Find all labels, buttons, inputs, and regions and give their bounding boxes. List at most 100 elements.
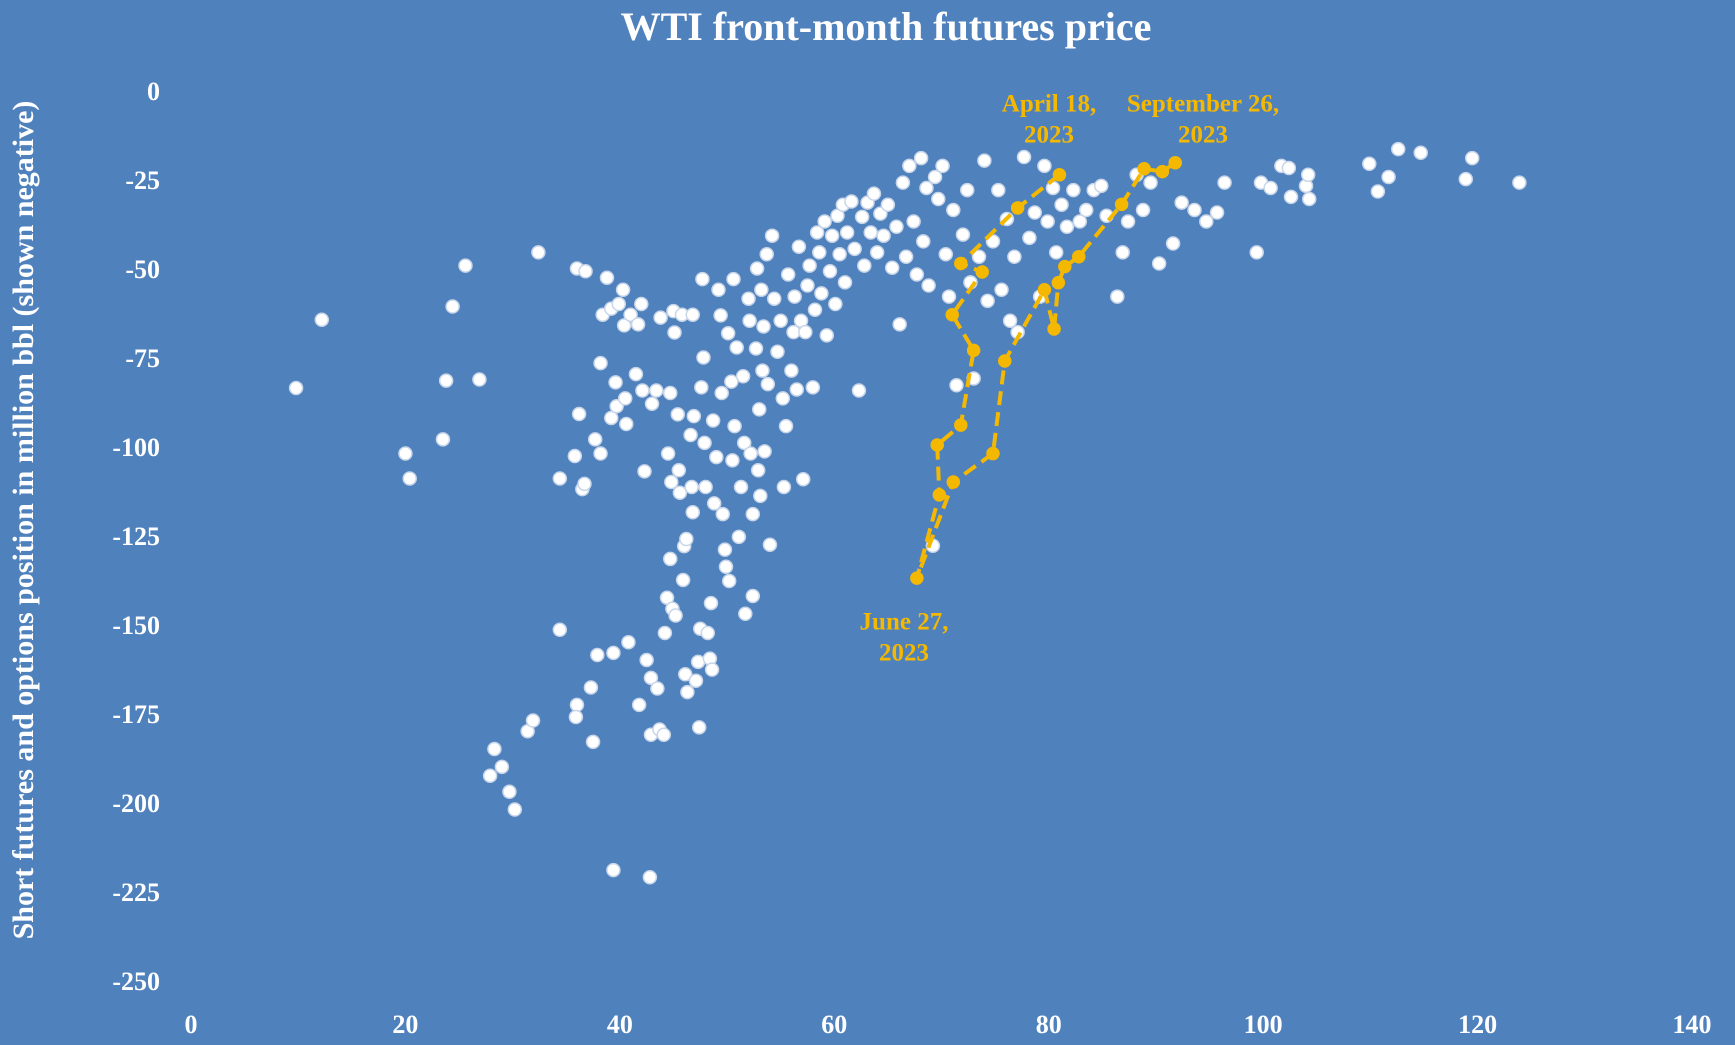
data-point xyxy=(686,408,702,424)
data-point xyxy=(642,869,658,885)
data-point xyxy=(656,727,672,743)
data-point xyxy=(832,246,847,262)
data-point xyxy=(727,418,742,434)
data-point xyxy=(955,227,971,242)
data-point xyxy=(977,153,992,168)
data-point xyxy=(703,595,719,611)
data-point xyxy=(672,485,688,500)
data-point xyxy=(892,317,907,332)
data-point xyxy=(869,245,885,260)
data-point xyxy=(1137,162,1151,176)
data-point xyxy=(1199,214,1214,229)
y-tick-label: -75 xyxy=(125,344,160,373)
data-point xyxy=(650,681,665,696)
x-tick-label: 40 xyxy=(607,1010,633,1039)
data-point xyxy=(639,652,654,668)
data-point xyxy=(1022,230,1037,246)
data-point xyxy=(568,709,584,725)
data-point xyxy=(1174,195,1189,210)
data-point xyxy=(1135,202,1151,218)
data-point xyxy=(954,418,968,432)
data-point xyxy=(1209,205,1225,220)
data-point xyxy=(910,571,924,585)
data-point xyxy=(694,380,709,395)
data-point xyxy=(902,158,917,174)
data-point xyxy=(766,291,782,306)
data-point xyxy=(688,673,704,688)
data-point xyxy=(787,289,802,304)
data-point xyxy=(611,296,627,312)
data-point xyxy=(1165,236,1181,251)
data-point xyxy=(683,427,698,443)
data-point xyxy=(1054,197,1069,212)
data-point xyxy=(670,407,686,422)
data-point xyxy=(472,372,487,387)
x-tick-label: 100 xyxy=(1244,1010,1283,1039)
annotation: September 26, xyxy=(1127,91,1279,118)
data-point xyxy=(1010,201,1025,215)
data-point xyxy=(697,435,712,451)
data-point xyxy=(1283,189,1299,205)
data-point xyxy=(726,271,741,287)
data-point xyxy=(980,293,995,309)
data-point xyxy=(994,282,1009,298)
data-point xyxy=(750,463,766,478)
y-tick-label: -125 xyxy=(112,522,160,551)
data-point xyxy=(578,264,593,279)
data-point xyxy=(776,479,792,495)
data-point xyxy=(931,191,946,207)
data-point xyxy=(889,219,904,235)
x-tick-label: 60 xyxy=(821,1010,847,1039)
data-point xyxy=(748,341,764,356)
data-point xyxy=(482,768,498,783)
data-point xyxy=(1143,175,1158,190)
data-point xyxy=(643,670,659,686)
x-tick-label: 0 xyxy=(185,1010,198,1039)
y-tick-label: -250 xyxy=(112,967,160,996)
data-point xyxy=(927,169,943,185)
y-tick-label: -225 xyxy=(112,878,160,907)
data-point xyxy=(844,194,859,209)
y-tick-label: -175 xyxy=(112,700,160,729)
data-point xyxy=(435,432,451,447)
data-point xyxy=(1072,214,1088,229)
data-point xyxy=(798,324,813,340)
data-point xyxy=(880,197,896,212)
data-point xyxy=(1120,214,1136,229)
data-point xyxy=(945,307,959,322)
annotation: 2023 xyxy=(1178,122,1228,149)
data-point xyxy=(773,313,788,329)
data-point xyxy=(809,225,825,240)
data-point xyxy=(634,296,649,312)
data-point xyxy=(941,289,957,304)
data-point xyxy=(814,286,829,301)
data-point xyxy=(755,363,770,378)
data-point xyxy=(863,225,878,240)
data-point xyxy=(1370,184,1386,199)
data-point xyxy=(913,150,929,166)
data-point xyxy=(1217,175,1232,190)
data-point xyxy=(696,350,711,365)
data-point xyxy=(738,606,753,622)
data-point xyxy=(743,446,758,461)
data-point xyxy=(314,312,330,327)
data-point xyxy=(1115,245,1130,260)
data-point xyxy=(805,380,821,395)
data-point xyxy=(1413,145,1428,160)
data-point xyxy=(764,228,780,243)
data-point xyxy=(824,228,840,243)
annotation: April 18, xyxy=(1002,91,1096,118)
data-point xyxy=(935,158,950,174)
data-point xyxy=(288,380,304,396)
data-point xyxy=(828,296,843,312)
data-point xyxy=(1281,160,1297,176)
data-point xyxy=(751,402,767,417)
data-point xyxy=(713,308,728,323)
data-point xyxy=(784,363,799,378)
data-point xyxy=(735,369,751,384)
data-point xyxy=(587,432,603,447)
data-point xyxy=(671,463,687,478)
data-point xyxy=(1059,219,1075,235)
data-point xyxy=(736,435,752,451)
